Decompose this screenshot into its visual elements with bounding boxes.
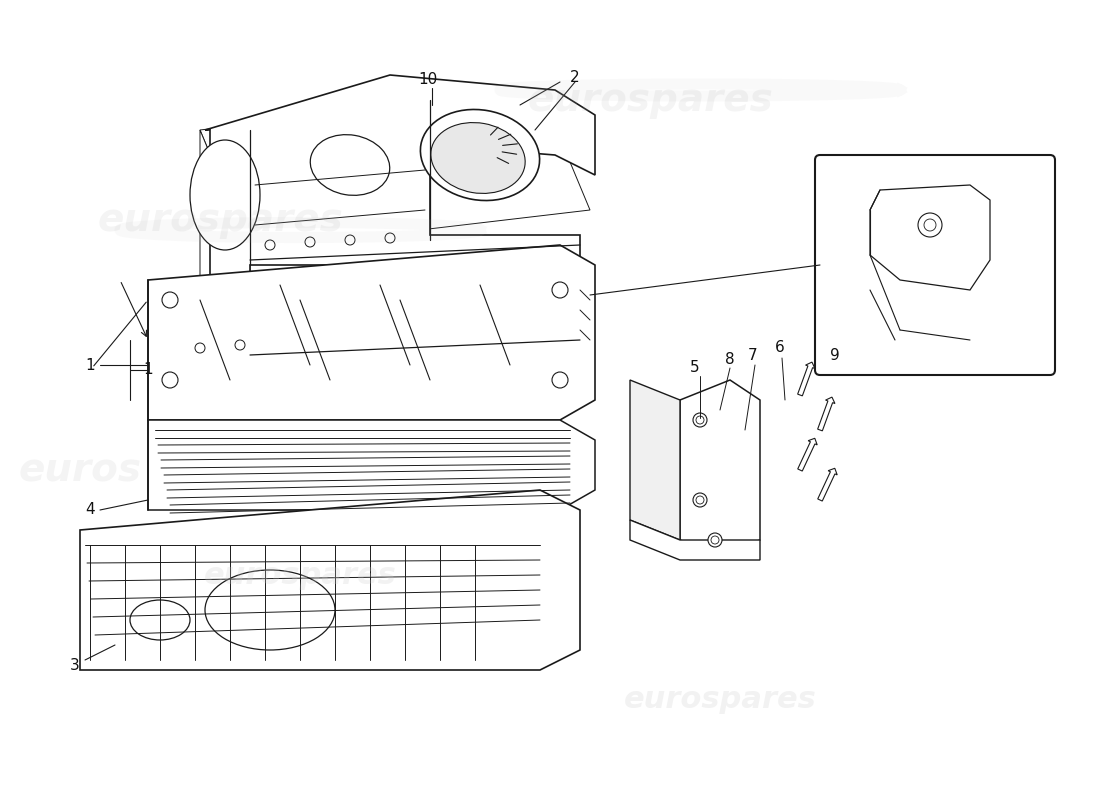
Text: eurospares: eurospares (97, 201, 343, 239)
Text: 4: 4 (85, 502, 95, 518)
Circle shape (305, 237, 315, 247)
Text: 5: 5 (690, 361, 700, 375)
Ellipse shape (310, 134, 389, 195)
Text: 1: 1 (143, 362, 153, 378)
Circle shape (162, 372, 178, 388)
Polygon shape (200, 130, 250, 350)
Text: eurospares: eurospares (527, 81, 773, 119)
Polygon shape (680, 380, 760, 555)
Circle shape (696, 496, 704, 504)
Polygon shape (200, 90, 590, 250)
Text: 9: 9 (830, 347, 840, 362)
Circle shape (708, 533, 722, 547)
FancyArrow shape (817, 397, 835, 431)
Circle shape (711, 536, 719, 544)
FancyArrow shape (817, 468, 837, 501)
Circle shape (162, 292, 178, 308)
Circle shape (552, 282, 568, 298)
Ellipse shape (420, 110, 540, 201)
Polygon shape (148, 245, 595, 420)
Ellipse shape (130, 600, 190, 640)
Circle shape (693, 413, 707, 427)
Text: 3: 3 (70, 658, 80, 673)
Polygon shape (630, 520, 760, 560)
Polygon shape (630, 380, 680, 540)
Ellipse shape (190, 140, 260, 250)
Polygon shape (148, 420, 595, 510)
Circle shape (696, 416, 704, 424)
Circle shape (195, 343, 205, 353)
Circle shape (235, 340, 245, 350)
Text: 8: 8 (725, 353, 735, 367)
Polygon shape (870, 185, 990, 290)
Ellipse shape (431, 122, 525, 194)
FancyArrow shape (798, 438, 817, 471)
Circle shape (265, 240, 275, 250)
Circle shape (924, 219, 936, 231)
Circle shape (385, 233, 395, 243)
Polygon shape (205, 75, 595, 355)
Circle shape (693, 493, 707, 507)
Text: euros: euros (19, 451, 142, 489)
FancyBboxPatch shape (815, 155, 1055, 375)
Text: 10: 10 (418, 73, 438, 87)
Circle shape (918, 213, 942, 237)
Ellipse shape (205, 570, 336, 650)
Circle shape (552, 372, 568, 388)
Text: 2: 2 (570, 70, 580, 86)
Text: 6: 6 (776, 341, 785, 355)
Text: 7: 7 (748, 347, 758, 362)
FancyArrow shape (798, 362, 815, 396)
Text: eurospares: eurospares (204, 561, 396, 590)
Polygon shape (80, 490, 580, 670)
Circle shape (345, 235, 355, 245)
Text: 1: 1 (85, 358, 95, 373)
Text: eurospares: eurospares (624, 686, 816, 714)
